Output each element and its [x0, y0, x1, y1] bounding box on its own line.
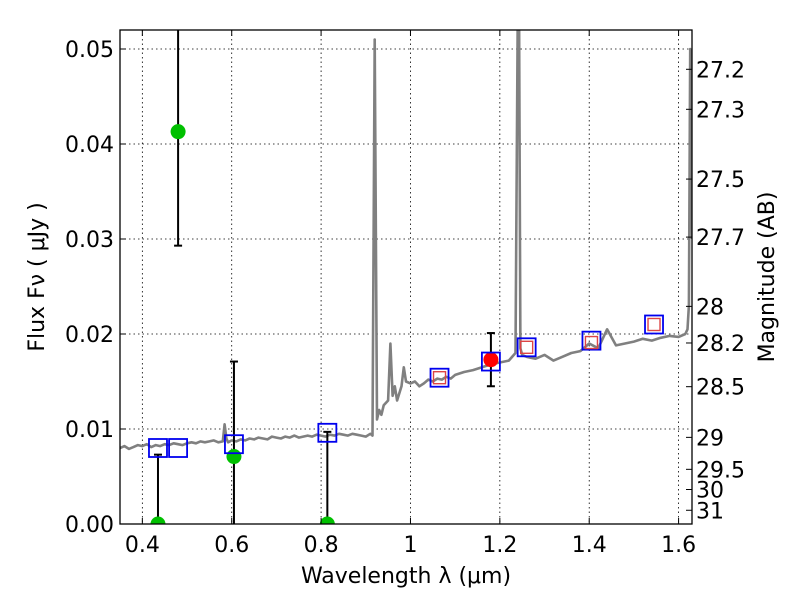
y-tick-label: 0.01: [65, 418, 114, 443]
ticks: 0.4 0.6 0.8 1 1.2 1.4 1.6 0.00 0.01 0.02 0.03 0.04 0…: [65, 30, 745, 558]
model-square-small: [584, 335, 599, 350]
x-axis-label: Wavelength λ (μm): [301, 564, 511, 589]
mag-tick-label: 27.2: [696, 58, 745, 83]
model-square: [148, 438, 168, 458]
x-tick-label: 1.2: [482, 533, 517, 558]
x-tick-label: 0.6: [214, 533, 249, 558]
data-point: [483, 352, 499, 368]
x-tick-label: 1.6: [661, 533, 696, 558]
mag-tick-label: 27.7: [696, 226, 745, 251]
y-tick-label: 0.02: [65, 323, 114, 348]
mag-tick-label: 27.5: [696, 168, 745, 193]
model-square-small: [519, 340, 534, 354]
series-layer: [120, 30, 692, 524]
mag-tick-label: 31: [696, 499, 724, 524]
x-tick-label: 1.4: [572, 533, 607, 558]
plot-frame: [119, 29, 693, 525]
mag-tick-label: 29: [696, 426, 724, 451]
grid-lines: [120, 30, 692, 525]
model-square: [317, 422, 338, 443]
data-point: [319, 516, 335, 524]
x-tick-label: 1: [403, 533, 417, 558]
model-square: [644, 314, 664, 335]
y-tick-label: 0.00: [65, 513, 114, 538]
data-point: [150, 516, 166, 524]
model-square: [429, 367, 450, 388]
mag-tick-label: 28: [696, 295, 724, 320]
model-square-small: [647, 317, 661, 332]
y-axis-label: Flux Fν ( μJy ): [25, 202, 50, 351]
data-point: [226, 449, 242, 465]
mag-tick-label: 28.2: [696, 332, 745, 357]
mag-tick-label: 29.5: [696, 458, 745, 483]
data-point: [170, 124, 186, 140]
model-square: [224, 434, 244, 455]
model-square: [481, 351, 501, 372]
mag-tick-label: 30: [696, 479, 724, 504]
mag-tick-label: 27.3: [696, 98, 745, 123]
mag-tick-label: 28.5: [696, 376, 745, 401]
model-square-small: [432, 371, 447, 385]
y-tick-label: 0.04: [65, 133, 114, 158]
x-tick-label: 0.8: [304, 533, 339, 558]
model-square: [168, 438, 188, 458]
model-square: [516, 337, 537, 358]
sed-template-line: [120, 30, 692, 451]
y-tick-label: 0.05: [65, 38, 114, 63]
y2-axis-label: Magnitude (AB): [755, 192, 780, 363]
x-tick-label: 0.4: [125, 533, 160, 558]
model-square: [581, 330, 602, 351]
y-tick-label: 0.03: [65, 228, 114, 253]
